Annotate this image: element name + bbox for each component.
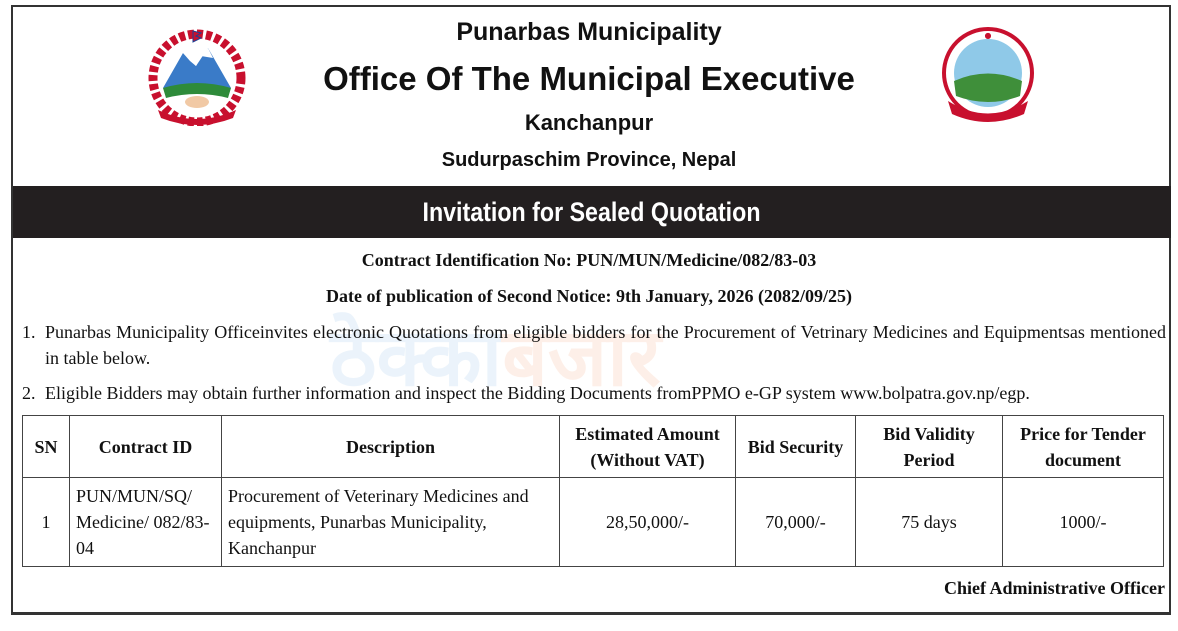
- svg-text:●: ●: [985, 31, 992, 40]
- signature: Chief Administrative Officer: [944, 578, 1165, 598]
- cell-bid-security: 70,000/-: [735, 477, 856, 567]
- header-bid-security: Bid Security: [735, 415, 856, 478]
- notice-point-2: 2. Eligible Bidders may obtain further i…: [22, 383, 1030, 403]
- office-title: Office Of The Municipal Executive: [323, 60, 855, 97]
- header-description: Description: [221, 415, 560, 478]
- cell-bid-validity: 75 days: [855, 477, 1003, 567]
- nepal-emblem-logo: [148, 29, 246, 126]
- notice-frame: [11, 5, 1171, 615]
- cell-description: Procurement of Veterinary Medicines and …: [221, 477, 560, 567]
- table-header-row: SN Contract ID Description Estimated Amo…: [22, 415, 1164, 478]
- cell-sn: 1: [22, 477, 70, 567]
- punarbas-municipality-logo: ●: [942, 27, 1034, 122]
- cell-contract-id: PUN/MUN/SQ/ Medicine/ 082/83-04: [69, 477, 222, 567]
- district-name: Kanchanpur: [524, 110, 654, 135]
- header-bid-validity: Bid Validity Period: [855, 415, 1003, 478]
- notice-title: Invitation for Sealed Quotation: [422, 197, 762, 227]
- header-sn: SN: [22, 415, 70, 478]
- cell-estimated-amount: 28,50,000/-: [559, 477, 736, 567]
- contract-table: SN Contract ID Description Estimated Amo…: [22, 415, 1164, 567]
- cell-tender-price: 1000/-: [1002, 477, 1164, 567]
- notice-title-banner: Invitation for Sealed Quotation: [13, 186, 1171, 238]
- contract-identification: Contract Identification No: PUN/MUN/Medi…: [361, 250, 817, 270]
- province-name: Sudurpaschim Province, Nepal: [441, 149, 737, 171]
- table-row: 1 PUN/MUN/SQ/ Medicine/ 082/83-04 Procur…: [22, 477, 1164, 567]
- header-estimated-amount: Estimated Amount (Without VAT): [559, 415, 736, 478]
- publication-date: Date of publication of Second Notice: 9t…: [326, 286, 852, 306]
- header-tender-price: Price for Tender document: [1002, 415, 1164, 478]
- municipality-name: Punarbas Municipality: [456, 18, 722, 46]
- header-contract-id: Contract ID: [69, 415, 222, 478]
- notice-point-1: 1. Punarbas Municipality Officeinvites e…: [22, 322, 1166, 368]
